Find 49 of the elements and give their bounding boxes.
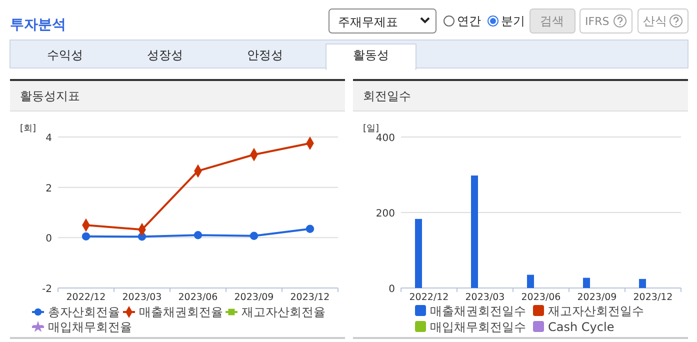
legend-label: 재고자산회전일수 bbox=[548, 304, 644, 318]
y-tick-label: 0 bbox=[388, 284, 395, 295]
point bbox=[306, 224, 314, 233]
legend-label: 매입채무회전일수 bbox=[430, 320, 526, 334]
bar bbox=[471, 176, 478, 288]
y-tick-label: 2 bbox=[46, 183, 52, 194]
y-tick-label: 0 bbox=[46, 234, 52, 245]
point bbox=[82, 232, 90, 240]
y-tick-label: 400 bbox=[376, 133, 395, 144]
y-tick-label: -2 bbox=[42, 284, 52, 295]
legend-label: 매출채권회전일수 bbox=[430, 304, 526, 318]
legend-label: 재고자산회전율 bbox=[242, 305, 326, 319]
bar bbox=[583, 278, 590, 288]
x-tick-label: 2023/12 bbox=[290, 292, 330, 303]
point bbox=[250, 232, 258, 240]
x-tick-label: 2023/06 bbox=[521, 292, 561, 303]
chart-title: 회전일수 bbox=[363, 89, 411, 103]
text: IFRS bbox=[585, 15, 610, 28]
y-axis-title: [일] bbox=[363, 124, 380, 134]
x-tick-label: 2023/09 bbox=[234, 292, 274, 303]
text: 분기 bbox=[501, 14, 525, 28]
y-tick-label: 4 bbox=[46, 133, 52, 144]
x-tick-label: 2023/12 bbox=[633, 292, 673, 303]
x-tick-label: 2023/03 bbox=[465, 292, 505, 303]
legend-label: 매입채무회전율 bbox=[48, 320, 132, 334]
text: 수익성 bbox=[47, 48, 83, 62]
x-tick-label: 2022/12 bbox=[66, 292, 106, 303]
text: 투자분석 bbox=[10, 17, 66, 33]
y-tick-label: 200 bbox=[376, 208, 395, 220]
x-tick-label: 2023/03 bbox=[122, 292, 162, 303]
point bbox=[194, 231, 202, 240]
legend-label: 총자산회전율 bbox=[48, 305, 120, 319]
text: 성장성 bbox=[147, 48, 183, 62]
text: 활동성 bbox=[353, 48, 389, 62]
x-tick-label: 2023/06 bbox=[178, 292, 218, 303]
x-tick-label: 2022/12 bbox=[409, 292, 449, 303]
legend-label: 매출채권회전율 bbox=[139, 305, 223, 319]
bar bbox=[527, 274, 534, 288]
x-tick-label: 2023/09 bbox=[577, 292, 617, 303]
chart-title: 활동성지표 bbox=[20, 89, 80, 103]
text: 연간 bbox=[457, 14, 481, 28]
bar bbox=[415, 218, 422, 288]
text: 주재무제표 bbox=[338, 15, 398, 29]
legend-label: Cash Cycle bbox=[548, 320, 614, 334]
y-axis-title: [회] bbox=[20, 124, 36, 134]
bar bbox=[639, 278, 646, 288]
text: 검색 bbox=[540, 14, 564, 28]
text: 안정성 bbox=[247, 48, 283, 62]
text: 산식 bbox=[643, 14, 667, 28]
